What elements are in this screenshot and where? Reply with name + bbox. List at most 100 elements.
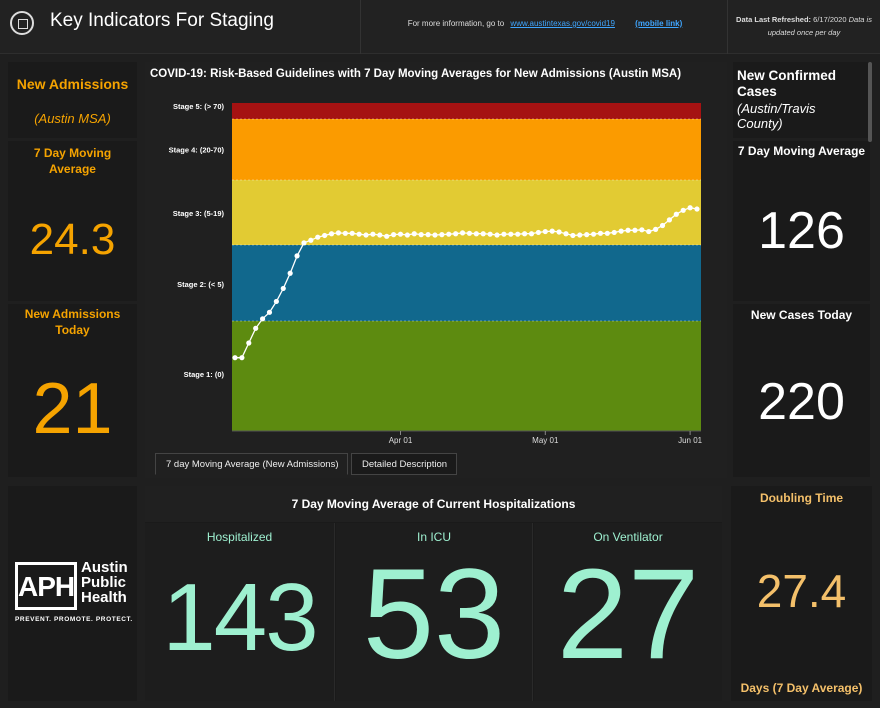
data-point (384, 233, 390, 239)
stage-band (232, 180, 701, 245)
covid-info-link[interactable]: www.austintexas.gov/covid19 (510, 19, 615, 28)
tab-detailed-description[interactable]: Detailed Description (351, 453, 457, 475)
hospitalizations-title: 7 Day Moving Average of Current Hospital… (291, 497, 576, 511)
cases-average-value: 126 (758, 202, 845, 260)
cases-today-label: New Cases Today (750, 308, 853, 322)
data-point (694, 206, 700, 212)
ventilator-value: 27 (556, 543, 700, 686)
data-point (646, 228, 652, 235)
data-point (549, 228, 555, 234)
hospitalizations-panel: 7 Day Moving Average of Current Hospital… (145, 486, 722, 701)
data-point (611, 229, 617, 236)
data-point (411, 231, 417, 237)
data-point (301, 240, 307, 246)
admissions-title: New Admissions (16, 76, 129, 92)
data-point (287, 270, 293, 276)
data-point (439, 232, 445, 238)
data-point (377, 232, 383, 238)
cases-title-card: New Confirmed Cases (Austin/Travis Count… (733, 62, 870, 138)
data-point (397, 231, 404, 237)
data-point (487, 231, 493, 237)
stage-label: Stage 1: (0) (184, 370, 225, 379)
title-line: Cases (737, 84, 777, 99)
data-point (273, 298, 279, 305)
data-point (266, 309, 273, 315)
admissions-title-card: New Admissions (Austin MSA) (8, 62, 137, 138)
data-point (673, 211, 679, 217)
stage-label: Stage 2: (< 5) (177, 280, 224, 289)
data-point (466, 230, 473, 236)
data-point (232, 355, 238, 361)
page-title: Key Indicators For Staging (50, 10, 274, 31)
staging-chart[interactable]: Stage 5: (> 70) Stage 4: (20-70) Stage 3: … (145, 62, 727, 452)
data-point (563, 231, 569, 237)
label-line: Average (49, 162, 96, 176)
header-divider (360, 0, 361, 54)
subtitle-line: County) (737, 116, 783, 131)
aph-line: Austin (81, 559, 128, 576)
subtitle-line: (Austin/Travis (737, 101, 816, 116)
stage-band (232, 321, 701, 431)
data-point (432, 232, 438, 238)
data-point (604, 230, 610, 236)
tab-moving-average[interactable]: 7 day Moving Average (New Admissions) (155, 453, 348, 475)
data-point (625, 227, 631, 233)
refresh-date: 6/17/2020 (813, 15, 847, 24)
chart-title: COVID-19: Risk-Based Guidelines with 7 D… (150, 68, 682, 80)
data-point (584, 232, 590, 238)
stage-label: Stage 3: (5-19) (173, 209, 225, 218)
data-point (246, 340, 252, 346)
data-point (363, 232, 369, 238)
stage-label: Stage 5: (> 70) (173, 102, 225, 111)
data-point (680, 207, 686, 213)
stage-band (232, 119, 701, 180)
data-point (239, 355, 245, 361)
data-point (418, 232, 424, 238)
stage-label: Stage 4: (20-70) (169, 146, 225, 155)
hospitalized-card: Hospitalized 143 (145, 523, 335, 701)
mobile-link[interactable]: (mobile link) (635, 19, 683, 28)
data-point (459, 230, 466, 236)
label-line: Today (55, 323, 90, 337)
refresh-info: Data Last Refreshed: 6/17/2020 Data is u… (732, 13, 876, 39)
data-point (618, 228, 624, 234)
cases-average-card: 7 Day Moving Average 126 (733, 141, 870, 301)
data-point (639, 227, 645, 233)
data-point (335, 230, 342, 236)
x-tick-label: Jun 01 (678, 436, 703, 445)
ventilator-card: On Ventilator 27 (534, 523, 722, 701)
icu-value: 53 (362, 543, 506, 686)
data-point (632, 227, 638, 233)
cases-scrollbar[interactable] (868, 62, 872, 142)
aph-monogram: APH (18, 571, 75, 602)
info-text: For more information, go to www.austinte… (365, 19, 725, 28)
data-point (342, 230, 348, 236)
data-point (522, 231, 528, 237)
data-point (535, 229, 542, 236)
header-divider (727, 0, 728, 54)
data-point (390, 232, 397, 238)
icu-card: In ICU 53 (336, 523, 533, 701)
admissions-today-card: New Admissions Today 21 (8, 304, 137, 477)
data-point (446, 231, 452, 237)
data-point (687, 205, 693, 211)
refresh-note: updated once per day (767, 28, 841, 37)
refresh-label: Data Last Refreshed: (736, 15, 812, 24)
data-point (480, 231, 486, 237)
data-point (453, 231, 459, 237)
data-point (308, 237, 314, 243)
admissions-subtitle: (Austin MSA) (34, 111, 111, 126)
admissions-average-label: 7 Day Moving Average (8, 145, 137, 177)
admissions-average-value: 24.3 (29, 215, 116, 264)
refresh-note: Data is (848, 15, 872, 24)
title-line: New Confirmed (737, 68, 837, 83)
data-point (666, 217, 673, 223)
data-point (528, 231, 535, 237)
stage-band (232, 103, 701, 119)
data-point (556, 229, 562, 235)
data-point (653, 226, 659, 232)
hospitalizations-header: 7 Day Moving Average of Current Hospital… (145, 486, 722, 522)
data-point (322, 232, 328, 239)
doubling-value: 27.4 (756, 565, 847, 617)
header-bar: Key Indicators For Staging For more info… (0, 0, 880, 54)
